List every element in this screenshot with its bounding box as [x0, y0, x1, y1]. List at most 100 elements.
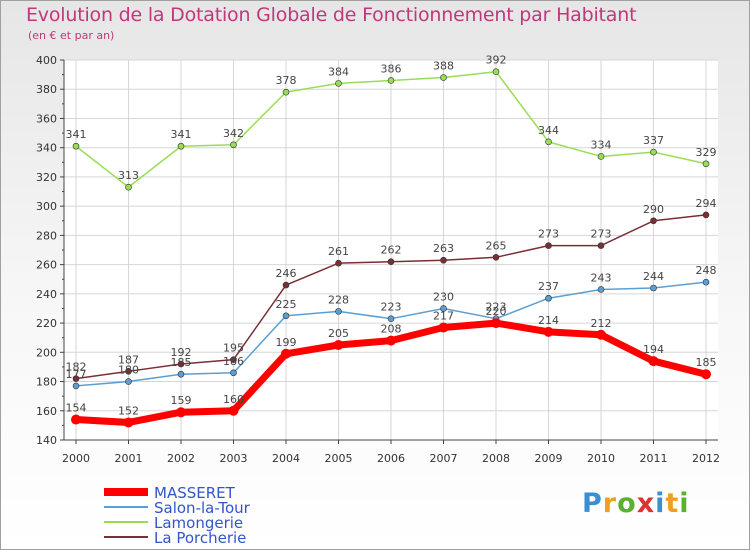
data-label: 187: [118, 353, 139, 366]
data-label: 225: [276, 298, 297, 311]
data-point: [228, 405, 239, 416]
chart-subtitle: (en € et par an): [28, 29, 115, 42]
data-label: 248: [696, 264, 717, 277]
data-point: [177, 142, 185, 150]
data-point: [597, 153, 605, 160]
data-label: 185: [696, 356, 717, 369]
data-point: [282, 312, 290, 320]
data-point: [650, 284, 657, 292]
data-label: 294: [696, 197, 717, 210]
data-point: [387, 77, 395, 84]
data-point: [650, 217, 657, 225]
data-label: 212: [591, 317, 612, 330]
data-point: [72, 382, 80, 390]
data-point: [702, 211, 710, 219]
data-point: [596, 329, 606, 340]
y-tick-label: 280: [36, 229, 57, 242]
y-tick-label: 400: [36, 54, 57, 67]
legend-label: MASSERET: [154, 484, 236, 502]
data-label: 265: [486, 239, 507, 252]
y-tick-label: 320: [36, 171, 57, 184]
data-point: [702, 278, 710, 286]
data-label: 152: [118, 404, 139, 417]
data-label: 208: [381, 323, 402, 336]
data-label: 273: [538, 228, 559, 241]
data-point: [123, 417, 134, 428]
data-point: [387, 315, 395, 322]
y-tick-label: 260: [36, 259, 57, 272]
data-point: [386, 335, 396, 346]
logo-letter: P: [582, 488, 603, 519]
data-label: 185: [171, 356, 192, 369]
data-label: 261: [328, 245, 349, 258]
data-label: 160: [223, 393, 244, 406]
legend-label: La Porcherie: [154, 529, 246, 547]
data-point: [177, 370, 185, 378]
data-point: [438, 322, 449, 333]
data-point: [440, 74, 447, 81]
data-point: [125, 368, 132, 375]
data-label: 341: [171, 128, 192, 141]
data-label: 246: [276, 267, 297, 280]
y-tick-label: 140: [36, 434, 57, 447]
data-label: 223: [486, 301, 507, 314]
data-point: [282, 281, 290, 289]
data-point: [281, 348, 291, 359]
data-point: [177, 360, 185, 368]
data-label: 182: [66, 361, 87, 374]
data-point: [230, 356, 237, 363]
x-tick-label: 2001: [115, 452, 143, 465]
logo-letter: o: [617, 488, 637, 519]
data-point: [125, 183, 132, 191]
data-label: 344: [538, 124, 559, 137]
data-label: 237: [538, 280, 559, 293]
data-label: 388: [433, 60, 454, 73]
data-label: 217: [433, 309, 454, 322]
chart-title: Evolution de la Dotation Globale de Fonc…: [26, 4, 637, 26]
data-label: 384: [328, 65, 349, 78]
data-point: [440, 256, 447, 264]
data-label: 386: [381, 62, 402, 75]
logo-letter: r: [602, 488, 618, 519]
data-label: 337: [643, 134, 664, 147]
data-point: [176, 407, 186, 418]
legend-label: Salon-la-Tour: [154, 499, 251, 517]
data-label: 341: [66, 128, 87, 141]
data-point: [545, 138, 552, 146]
data-label: 159: [171, 394, 192, 407]
x-tick-label: 2000: [62, 452, 90, 465]
data-point: [597, 286, 605, 293]
data-label: 378: [276, 74, 297, 87]
data-point: [333, 340, 344, 350]
data-point: [545, 242, 552, 249]
data-point: [282, 88, 290, 96]
data-label: 180: [118, 364, 139, 377]
x-tick-label: 2008: [482, 452, 510, 465]
proxiti-logo: Proxiti: [582, 488, 690, 519]
data-point: [335, 308, 342, 315]
y-tick-label: 360: [36, 112, 57, 125]
data-label: 262: [381, 244, 402, 257]
data-label: 313: [118, 169, 139, 182]
data-label: 392: [486, 54, 507, 67]
data-label: 154: [66, 402, 87, 415]
y-tick-label: 380: [36, 83, 57, 96]
x-tick-label: 2012: [692, 452, 720, 465]
x-tick-label: 2005: [325, 452, 353, 465]
x-tick-label: 2010: [587, 452, 615, 465]
data-label: 228: [328, 293, 349, 306]
data-label: 192: [171, 346, 192, 359]
x-tick-label: 2002: [167, 452, 195, 465]
data-label: 205: [328, 327, 349, 340]
data-point: [492, 254, 500, 261]
data-point: [125, 378, 132, 385]
data-label: 186: [223, 355, 244, 368]
data-label: 195: [223, 342, 244, 355]
data-label: 214: [538, 314, 559, 327]
data-label: 194: [643, 343, 664, 356]
data-point: [648, 356, 659, 367]
data-point: [230, 369, 237, 377]
data-point: [702, 160, 710, 168]
data-point: [72, 142, 80, 150]
